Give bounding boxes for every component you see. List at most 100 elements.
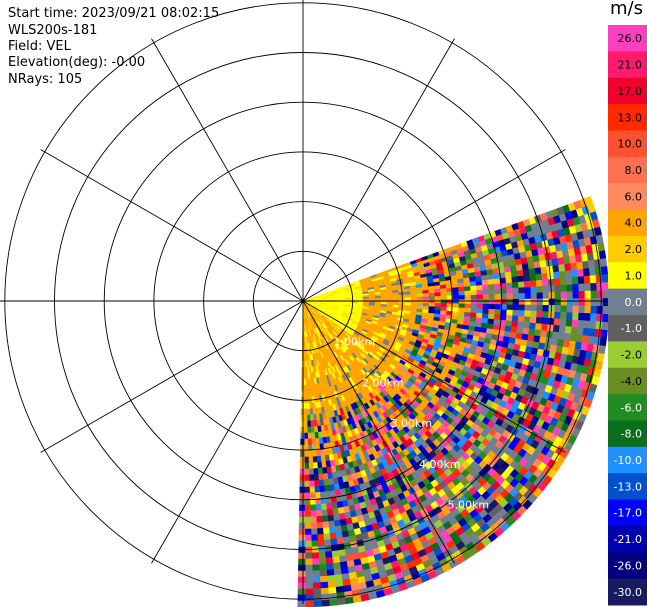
velocity-gate	[305, 600, 314, 607]
velocity-gate	[589, 320, 597, 330]
velocity-gate	[434, 288, 441, 294]
colorbar-swatch	[608, 77, 647, 105]
colorbar-tick-label: 4.0	[625, 217, 643, 230]
velocity-gate	[298, 564, 306, 572]
velocity-gate	[309, 486, 315, 494]
velocity-gate	[299, 462, 305, 470]
velocity-gate	[303, 384, 307, 392]
velocity-gate	[440, 295, 448, 300]
velocity-gate	[312, 456, 318, 463]
velocity-gate	[493, 278, 501, 285]
velocity-gate	[596, 298, 604, 307]
velocity-gate	[325, 563, 334, 571]
velocity-gate	[317, 539, 325, 547]
azimuth-spoke	[40, 149, 304, 302]
velocity-gate	[329, 532, 337, 540]
velocity-gate	[310, 516, 317, 524]
velocity-gate	[535, 317, 543, 325]
velocity-gate	[439, 284, 447, 290]
colorbar-tick-label: 6.0	[625, 190, 643, 203]
velocity-gate	[319, 575, 328, 583]
velocity-gate	[505, 315, 513, 322]
colorbar-unit: m/s	[610, 0, 643, 19]
velocity-gate	[299, 510, 306, 518]
velocity-gate	[327, 580, 336, 589]
colorbar-swatch	[608, 341, 647, 369]
velocity-gate	[309, 492, 316, 500]
velocity-gate	[575, 334, 584, 343]
velocity-gate	[304, 528, 312, 536]
velocity-gate	[464, 312, 471, 318]
colorbar-swatch	[608, 446, 647, 474]
velocity-gate	[470, 285, 477, 291]
velocity-gate	[434, 292, 442, 297]
velocity-gate	[470, 299, 478, 305]
colorbar-tick-label: -1.0	[621, 322, 642, 335]
velocity-gate	[315, 449, 321, 457]
velocity-gate	[300, 414, 305, 422]
velocity-gate	[517, 315, 525, 323]
velocity-gate	[578, 290, 586, 299]
colorbar-tick-label: 10.0	[618, 138, 643, 151]
velocity-gate	[476, 289, 484, 296]
velocity-gate	[304, 468, 310, 476]
velocity-gate	[312, 570, 321, 578]
velocity-gate	[458, 307, 466, 313]
velocity-gate	[321, 509, 328, 517]
velocity-gate	[452, 299, 460, 304]
velocity-gate	[452, 287, 459, 293]
velocity-gate	[324, 551, 333, 559]
elevation-label: Elevation(deg): -0.00	[8, 55, 146, 70]
velocity-gate	[305, 588, 314, 596]
velocity-gate	[298, 522, 306, 530]
velocity-gate	[312, 588, 322, 596]
velocity-gate	[524, 286, 532, 294]
velocity-gate	[506, 298, 514, 305]
velocity-gate	[434, 303, 442, 308]
velocity-gate	[410, 296, 418, 301]
velocity-gate	[578, 283, 586, 292]
velocity-gate	[512, 304, 520, 311]
velocity-gate	[542, 311, 549, 319]
velocity-gate	[404, 294, 412, 298]
velocity-gate	[488, 299, 496, 305]
velocity-gate	[542, 285, 550, 293]
velocity-gate	[392, 294, 400, 299]
velocity-gate	[322, 527, 330, 535]
colorbar-tick-label: -21.0	[614, 533, 642, 546]
velocity-gate	[553, 278, 561, 286]
velocity-gate	[336, 597, 346, 606]
velocity-gate	[529, 274, 537, 282]
velocity-gate	[558, 325, 567, 334]
colorbar-tick-label: 2.0	[625, 243, 643, 256]
velocity-gate	[523, 280, 531, 288]
velocity-gate	[564, 326, 572, 335]
velocity-gate	[488, 289, 496, 295]
velocity-gate	[588, 328, 596, 338]
velocity-gate	[308, 456, 314, 464]
velocity-gate	[494, 283, 501, 290]
velocity-gate	[352, 595, 362, 604]
velocity-gate	[464, 294, 472, 300]
velocity-gate	[303, 366, 306, 374]
range-ring-label: 3.00km	[391, 417, 433, 430]
colorbar-swatch	[608, 183, 647, 211]
velocity-gate	[521, 263, 530, 271]
velocity-gate	[422, 293, 430, 298]
velocity-gate	[314, 437, 320, 445]
velocity-gate	[510, 270, 518, 278]
colorbar-swatch	[608, 525, 647, 553]
velocity-gate	[542, 298, 550, 306]
velocity-gate	[303, 414, 308, 422]
velocity-gate	[326, 508, 334, 516]
velocity-gate	[494, 288, 502, 295]
velocity-gate	[595, 321, 603, 330]
velocity-gate	[576, 327, 584, 336]
colorbar-swatch	[608, 235, 647, 263]
velocity-gate	[572, 283, 580, 292]
colorbar-tick-label: -2.0	[621, 349, 642, 362]
velocity-gate	[303, 426, 308, 434]
velocity-gate	[297, 582, 306, 590]
velocity-gate	[590, 282, 598, 292]
velocity-gate	[541, 272, 549, 281]
